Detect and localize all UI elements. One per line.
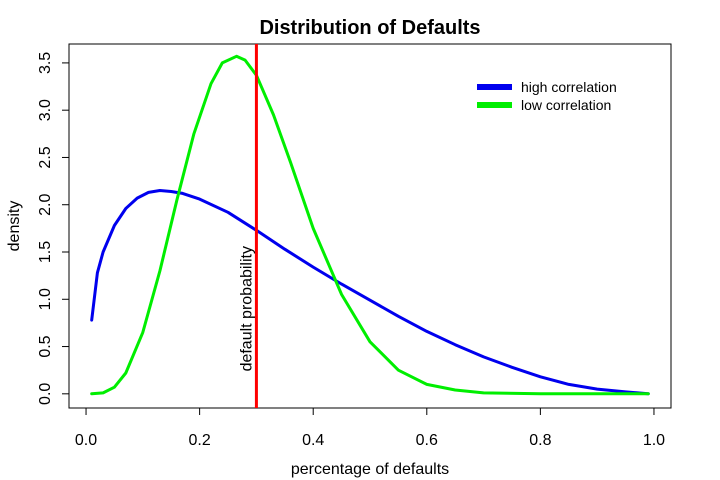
y-axis-label: density	[6, 201, 23, 252]
y-tick-label: 0.0	[37, 383, 54, 405]
legend: high correlation low correlation	[477, 79, 617, 113]
legend-label-1: low correlation	[521, 97, 611, 113]
default-probability-label: default probability	[238, 246, 255, 371]
x-tick-label: 0.6	[416, 432, 438, 449]
x-tick-label: 0.4	[302, 432, 324, 449]
x-axis-label: percentage of defaults	[291, 461, 449, 478]
y-tick-label: 2.0	[37, 194, 54, 216]
chart-title: Distribution of Defaults	[259, 17, 480, 39]
series-line-0	[90, 189, 650, 396]
legend-label-0: high correlation	[521, 79, 617, 95]
y-tick-label: 3.5	[37, 52, 54, 74]
y-tick-label: 0.5	[37, 335, 54, 357]
y-tick-label: 2.5	[37, 146, 54, 168]
x-tick-label: 0.0	[75, 432, 97, 449]
vline-layer: default probability	[238, 44, 258, 408]
x-tick-label: 0.2	[188, 432, 210, 449]
y-axis: 0.0 0.5 1.0 1.5 2.0 2.5 3.0 3.5	[37, 52, 70, 405]
y-tick-label: 3.0	[37, 99, 54, 121]
x-axis: 0.0 0.2 0.4 0.6 0.8 1.0	[75, 407, 665, 449]
x-tick-label: 1.0	[643, 432, 665, 449]
y-tick-label: 1.0	[37, 288, 54, 310]
x-tick-label: 0.8	[529, 432, 551, 449]
y-tick-label: 1.5	[37, 241, 54, 263]
